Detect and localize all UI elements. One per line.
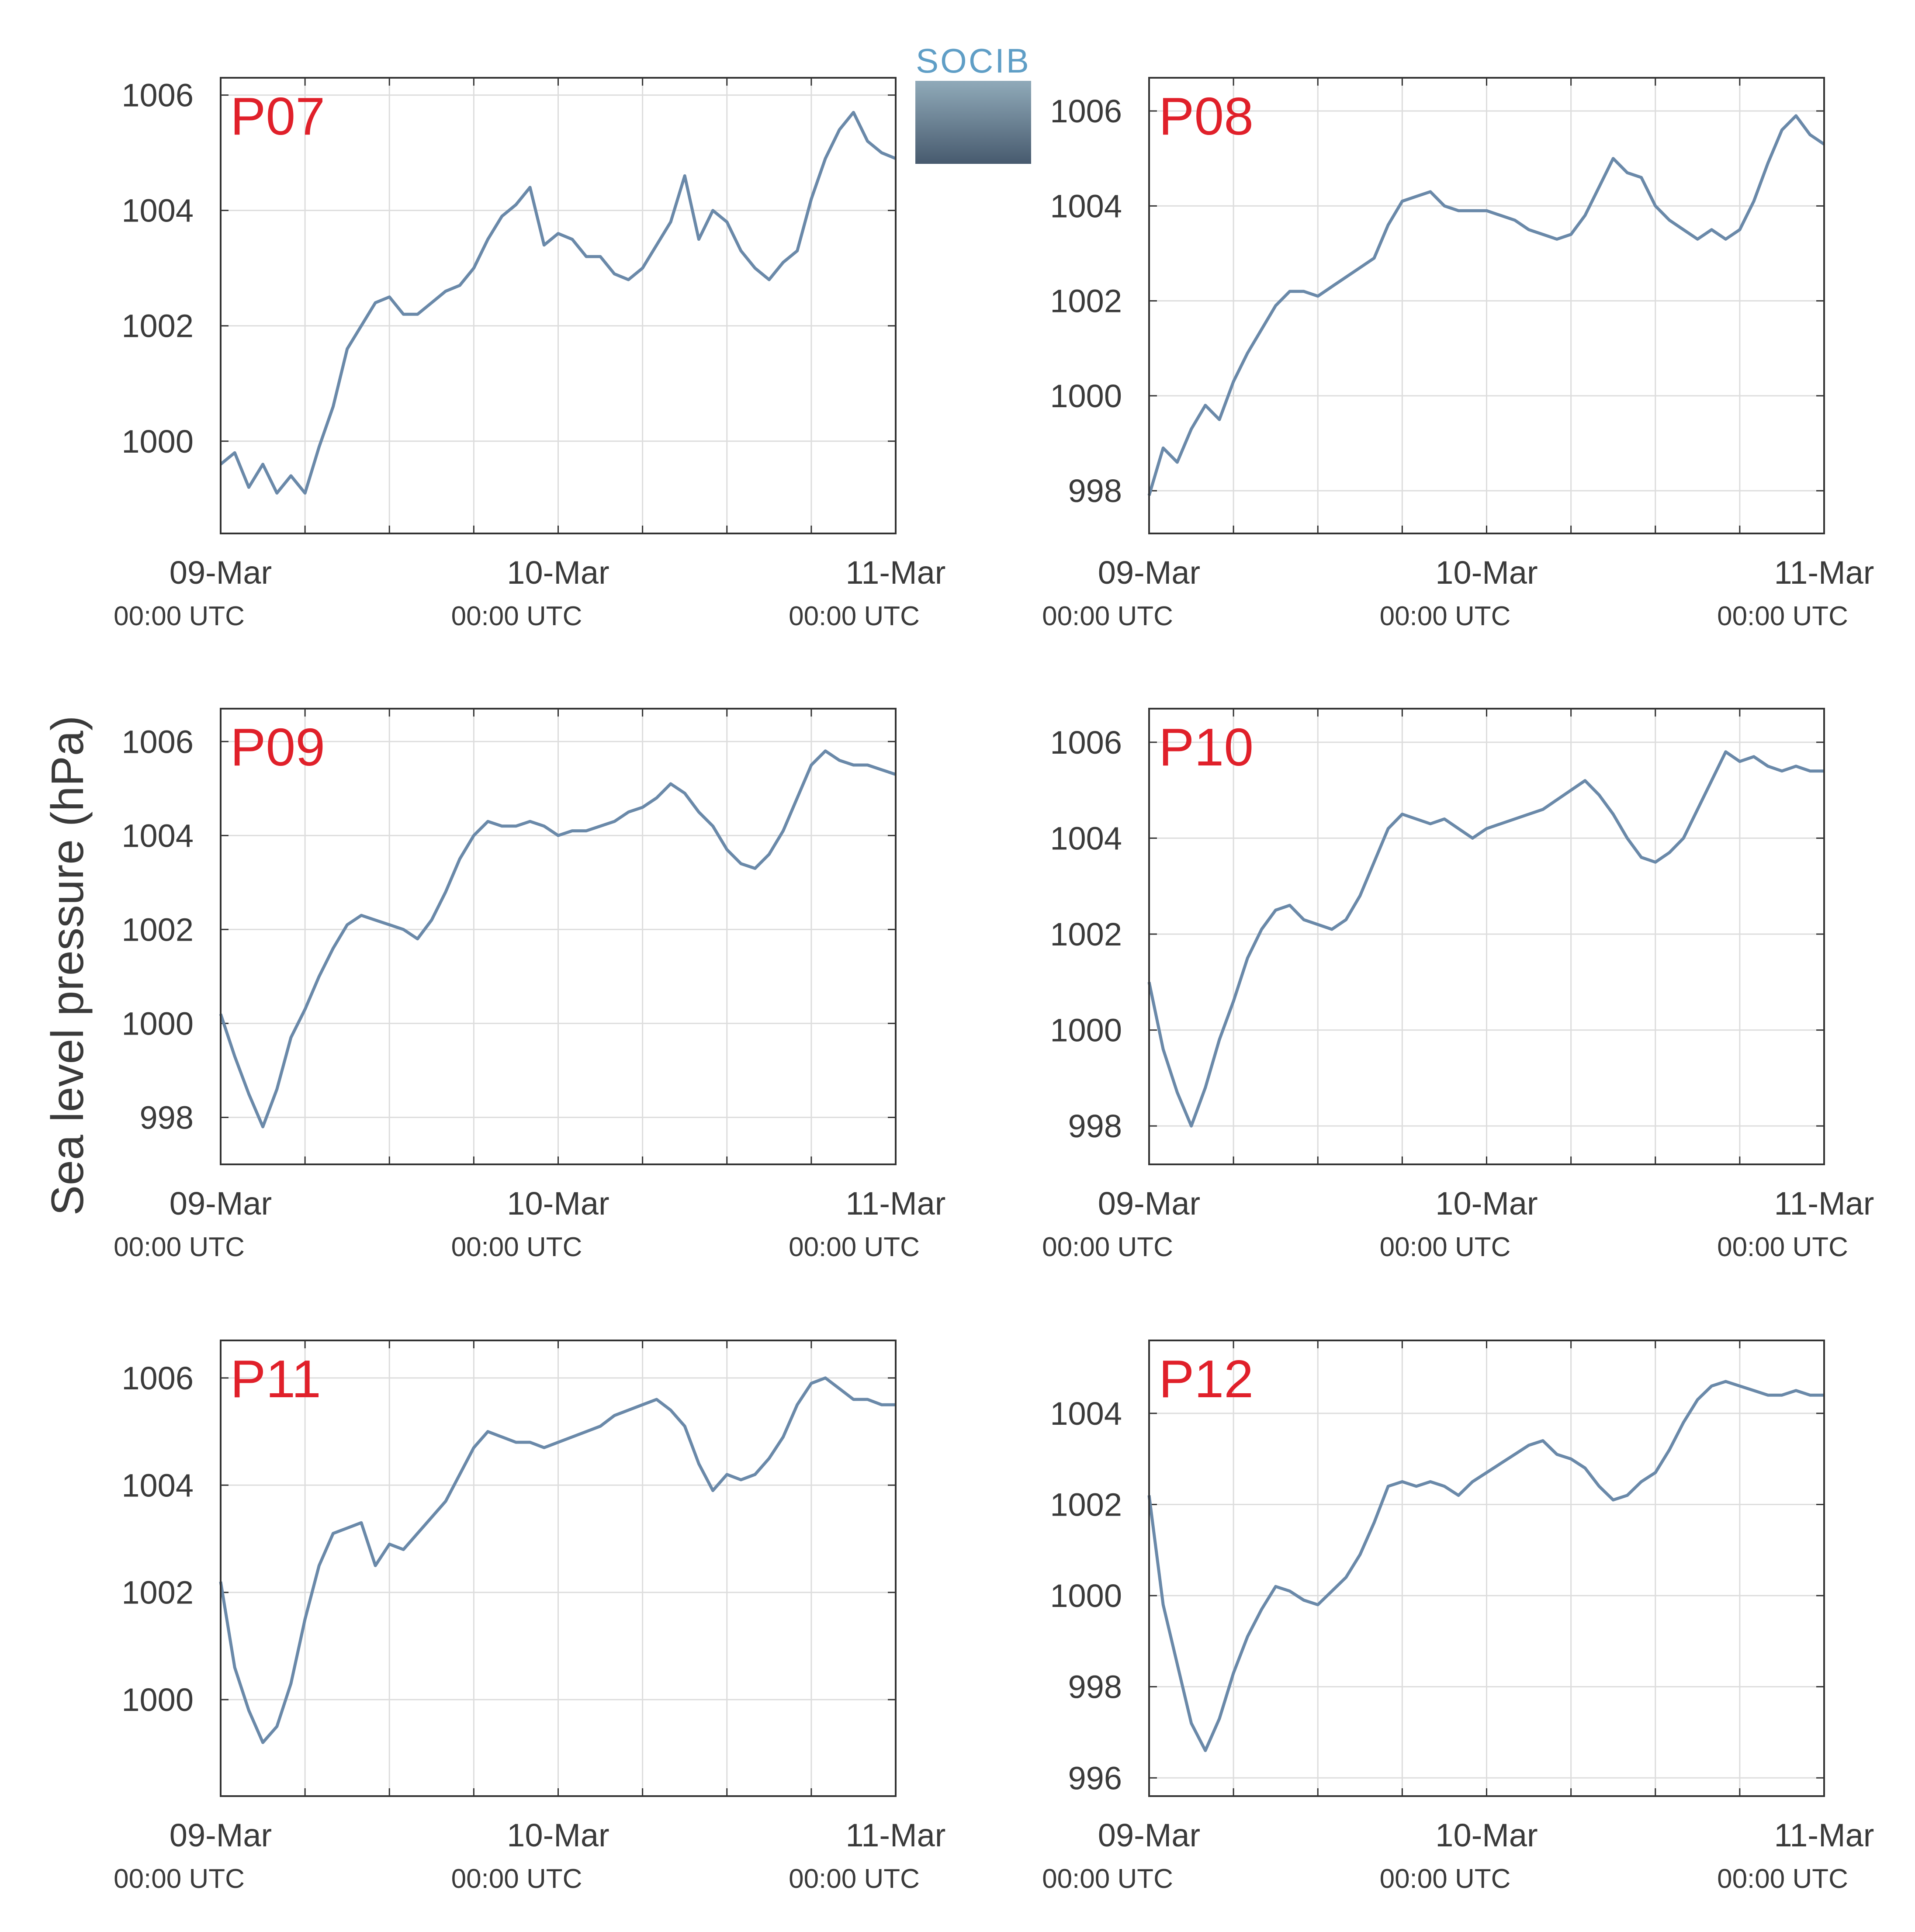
y-tick-label: 1006 [121, 77, 194, 114]
y-tick-label: 1002 [121, 911, 194, 948]
panel-label: P08 [1159, 87, 1254, 146]
y-tick-label: 1000 [1050, 1578, 1122, 1614]
x-tick-label-date: 11-Mar [846, 1185, 946, 1222]
x-tick-label-time: 00:00 UTC [1380, 601, 1511, 631]
x-tick-label-date: 09-Mar [1098, 554, 1200, 591]
panel-label: P10 [1159, 717, 1254, 777]
y-tick-label: 1004 [121, 817, 194, 854]
series-line-p07 [219, 111, 897, 495]
panel-p12: 996 998 1000 1002 1004 P12 09-Mar 00:00 UTC 10-M… [1042, 1340, 1874, 1894]
y-tick-label: 1002 [1050, 283, 1122, 319]
panel-p11: 1000 1002 1004 1006 P11 09-Mar 00:00 UTC 10-Mar… [114, 1340, 945, 1894]
axes-frame [1148, 708, 1825, 1165]
x-tick-label-date: 11-Mar [846, 1817, 946, 1853]
x-tick-label-date: 10-Mar [1435, 554, 1538, 591]
logo-graphic [915, 81, 1031, 164]
x-tick-label-date: 09-Mar [170, 554, 272, 591]
y-tick-label: 1006 [1050, 93, 1122, 129]
panel-p08: 998 1000 1002 1004 1006 P08 09-Mar 00:00 UTC 10-… [1042, 77, 1874, 631]
series-line-p11 [219, 1376, 896, 1744]
x-tick-label-date: 09-Mar [1098, 1185, 1200, 1222]
x-tick-label-time: 00:00 UTC [1042, 1864, 1173, 1894]
panel-p07: 1000 1002 1004 1006 P07 09-Mar 00:00 UTC 10-Mar… [114, 77, 945, 631]
y-tick-label: 1004 [1050, 188, 1122, 224]
series-line-p12 [1147, 1380, 1824, 1752]
panel-label: P09 [230, 717, 325, 777]
x-tick-label-time: 00:00 UTC [1380, 1864, 1511, 1894]
y-tick-label: 1000 [1050, 1012, 1122, 1049]
y-axis-label: Sea level pressure (hPa) [42, 716, 93, 1216]
x-tick-label-time: 00:00 UTC [1717, 1864, 1848, 1894]
y-tick-label: 1006 [121, 724, 194, 760]
x-tick-label-time: 00:00 UTC [1042, 601, 1173, 631]
x-tick-label-date: 09-Mar [1098, 1817, 1200, 1853]
y-tick-label: 998 [1068, 473, 1122, 509]
y-tick-label: 1004 [1050, 820, 1122, 856]
axes-frame [1148, 1340, 1825, 1797]
logo-text: SOCIB [916, 42, 1031, 80]
y-tick-label: 1006 [121, 1360, 194, 1396]
socib-logo: SOCIB [915, 44, 1031, 164]
y-tick-label: 1004 [121, 1467, 194, 1503]
y-tick-label: 998 [1068, 1108, 1122, 1144]
x-tick-label-time: 00:00 UTC [1717, 601, 1848, 631]
panel-p09: 998 1000 1002 1004 1006 P09 09-Mar 00:00 UTC 10-… [114, 708, 946, 1262]
y-tick-label: 1002 [121, 1575, 194, 1611]
x-tick-label-time: 00:00 UTC [1380, 1232, 1511, 1262]
x-tick-label-date: 11-Mar [846, 554, 946, 591]
x-tick-label-time: 00:00 UTC [789, 1232, 920, 1262]
panel-label: P11 [230, 1349, 321, 1409]
x-tick-label-date: 11-Mar [1774, 1817, 1874, 1853]
y-tick-label: 1000 [121, 1005, 194, 1042]
x-tick-label-time: 00:00 UTC [789, 1864, 920, 1894]
x-tick-label-date: 10-Mar [507, 554, 609, 591]
x-tick-label-date: 10-Mar [507, 1817, 609, 1853]
panel-p10: 998 1000 1002 1004 1006 P10 09-Mar 00:00 UTC 10-… [1042, 708, 1874, 1262]
y-tick-label: 1000 [121, 423, 194, 460]
x-tick-label-time: 00:00 UTC [1042, 1232, 1173, 1262]
y-tick-label: 998 [1068, 1669, 1122, 1705]
x-tick-label-time: 00:00 UTC [789, 601, 920, 631]
x-tick-label-date: 11-Mar [1774, 1185, 1874, 1222]
x-tick-label-date: 09-Mar [170, 1817, 272, 1853]
y-tick-label: 1002 [1050, 916, 1122, 952]
x-tick-label-time: 00:00 UTC [114, 601, 245, 631]
y-tick-label: 1004 [121, 193, 194, 229]
axes-frame [220, 708, 897, 1165]
y-tick-label: 1002 [1050, 1486, 1122, 1523]
x-tick-label-time: 00:00 UTC [451, 1232, 582, 1262]
x-tick-label-time: 00:00 UTC [451, 1864, 582, 1894]
axes-frame [220, 1340, 897, 1797]
x-tick-label-date: 11-Mar [1774, 554, 1874, 591]
x-tick-label-time: 00:00 UTC [1717, 1232, 1848, 1262]
x-tick-label-time: 00:00 UTC [451, 601, 582, 631]
x-tick-label-date: 10-Mar [1435, 1817, 1538, 1853]
y-tick-label: 1004 [1050, 1395, 1122, 1432]
y-tick-label: 1000 [121, 1682, 194, 1718]
y-tick-label: 1000 [1050, 378, 1122, 414]
x-tick-label-date: 10-Mar [507, 1185, 609, 1222]
y-tick-label: 998 [140, 1099, 194, 1136]
x-tick-label-date: 10-Mar [1435, 1185, 1538, 1222]
series-line-p10 [1147, 750, 1824, 1128]
axes-frame [220, 77, 897, 534]
series-line-p08 [1147, 114, 1825, 496]
panel-label: P07 [230, 87, 325, 146]
y-tick-label: 996 [1068, 1760, 1122, 1796]
x-tick-label-time: 00:00 UTC [114, 1232, 245, 1262]
x-tick-label-time: 00:00 UTC [114, 1864, 245, 1894]
x-tick-label-date: 09-Mar [170, 1185, 272, 1222]
axes-frame [1148, 77, 1825, 534]
y-tick-label: 1002 [121, 308, 194, 344]
series-line-p09 [219, 749, 897, 1129]
panel-label: P12 [1159, 1349, 1254, 1409]
y-tick-label: 1006 [1050, 724, 1122, 761]
